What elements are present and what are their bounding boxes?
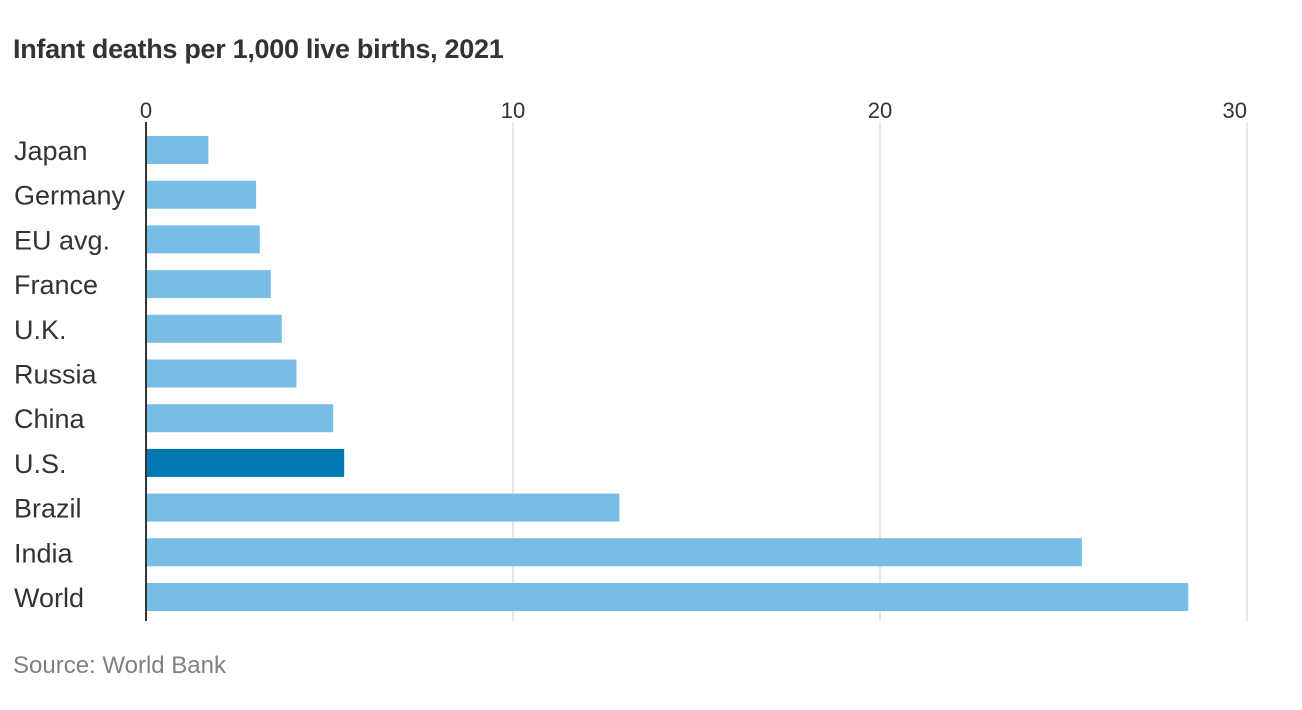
category-label: Russia <box>14 360 98 390</box>
category-label: China <box>14 404 86 434</box>
bar-france <box>146 270 271 299</box>
source-note: Source: World Bank <box>13 652 226 679</box>
category-label: India <box>14 538 74 568</box>
category-label: France <box>14 270 98 300</box>
bars <box>146 136 1189 611</box>
bar-brazil <box>146 493 620 522</box>
category-label: U.K. <box>14 315 67 345</box>
bar-u-k <box>146 314 282 343</box>
x-tick-label: 10 <box>501 98 525 123</box>
x-axis-ticks: 0 10 20 30 <box>140 98 1247 123</box>
bar-germany <box>146 180 257 209</box>
bar-india <box>146 538 1082 567</box>
bar-eu-avg <box>146 225 260 254</box>
category-label: EU avg. <box>14 225 110 255</box>
bar-japan <box>146 136 209 164</box>
category-label: Brazil <box>14 494 82 524</box>
category-label: World <box>14 583 84 613</box>
bar-world <box>146 583 1189 611</box>
category-label: U.S. <box>14 449 67 479</box>
bar-u-s <box>146 448 345 477</box>
bar-russia <box>146 359 297 388</box>
grid-lines <box>512 122 1248 621</box>
x-tick-label: 30 <box>1223 98 1247 123</box>
category-labels: Japan Germany EU avg. France U.K. Russia China… <box>14 136 126 613</box>
x-tick-label: 20 <box>868 98 892 123</box>
x-tick-label: 0 <box>140 98 152 123</box>
chart-title: Infant deaths per 1,000 live births, 202… <box>13 34 504 64</box>
category-label: Germany <box>14 181 126 211</box>
category-label: Japan <box>14 136 88 166</box>
bar-china <box>146 404 334 433</box>
